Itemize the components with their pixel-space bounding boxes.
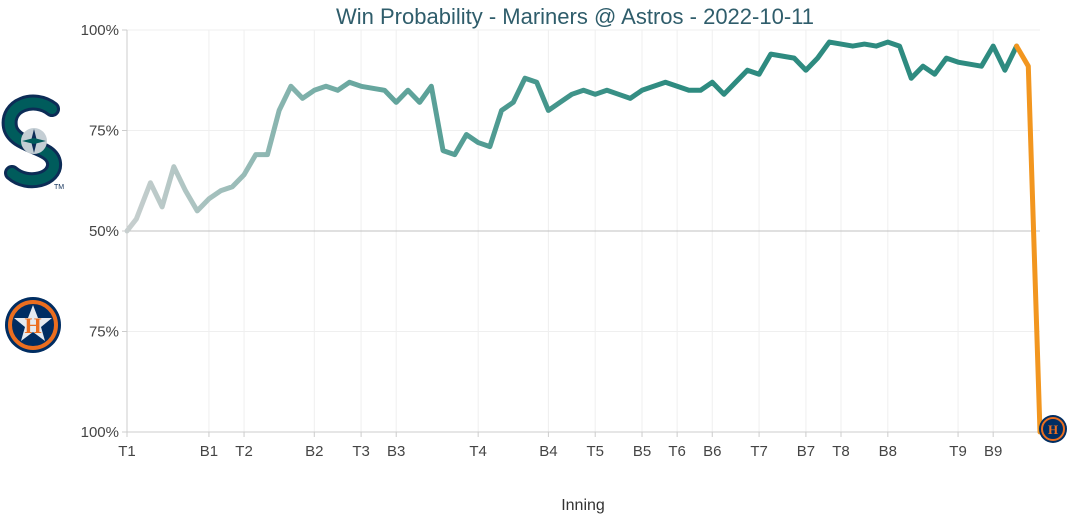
- x-tick-label-b5: B5: [633, 443, 651, 460]
- svg-text:TM: TM: [54, 184, 64, 191]
- x-tick-label-b9: B9: [984, 443, 1002, 460]
- x-tick-label-t3: T3: [352, 443, 370, 460]
- x-axis-label: Inning: [561, 497, 605, 514]
- x-tick-label-t7: T7: [750, 443, 768, 460]
- x-tick-label-t4: T4: [469, 443, 487, 460]
- astros-logo-icon: H: [5, 297, 61, 353]
- astros-swing-line: [1014, 43, 1043, 435]
- chart-title: Win Probability - Mariners @ Astros - 20…: [336, 4, 814, 29]
- x-tick-label-b3: B3: [387, 443, 405, 460]
- x-tick-label-b7: B7: [797, 443, 815, 460]
- y-tick-label: 100%: [81, 424, 119, 441]
- mariners-probability-line: [124, 39, 1020, 234]
- y-tick-label: 75%: [89, 123, 119, 140]
- x-tick-label-b1: B1: [200, 443, 218, 460]
- y-tick-label: 50%: [89, 223, 119, 240]
- y-tick-label: 100%: [81, 22, 119, 39]
- series-group: [124, 39, 1043, 435]
- y-axis: 100% 75% 50% 75% 100%: [81, 22, 128, 441]
- x-tick-label-b2: B2: [305, 443, 323, 460]
- x-tick-label-t1: T1: [118, 443, 136, 460]
- mariners-logo-icon: TM: [1, 94, 64, 191]
- astros-end-marker-icon: H: [1039, 415, 1067, 443]
- y-tick-label: 75%: [89, 324, 119, 341]
- x-axis: T1 B1 T2 B2 T3 B3 T4 B4 T5 B5 T6 B6 T7 B7 T8 B8 T9 B9: [118, 431, 1040, 460]
- x-tick-label-t8: T8: [832, 443, 850, 460]
- svg-text:H: H: [1048, 422, 1058, 437]
- x-tick-label-t2: T2: [235, 443, 253, 460]
- svg-text:H: H: [24, 313, 41, 338]
- x-tick-label-t6: T6: [668, 443, 686, 460]
- x-tick-label-b4: B4: [539, 443, 557, 460]
- x-tick-label-b8: B8: [879, 443, 897, 460]
- x-tick-label-t9: T9: [949, 443, 967, 460]
- x-tick-label-b6: B6: [703, 443, 721, 460]
- x-tick-label-t5: T5: [586, 443, 604, 460]
